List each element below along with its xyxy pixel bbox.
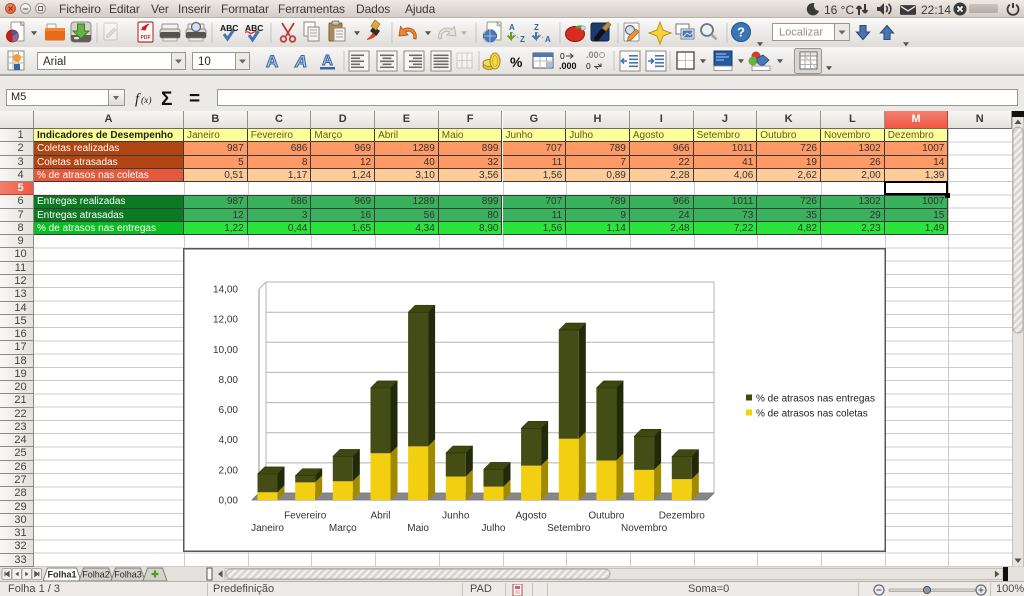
svg-text:Julho: Julho: [482, 523, 506, 534]
svg-text:6,00: 6,00: [219, 405, 239, 416]
svg-text:10: 10: [198, 56, 211, 68]
svg-text:0,00: 0,00: [219, 496, 239, 507]
svg-text:Setembro: Setembro: [547, 523, 591, 534]
svg-text:8,00: 8,00: [219, 375, 239, 386]
svg-text:% de atrasos nas coletas: % de atrasos nas coletas: [756, 409, 868, 420]
svg-text:A: A: [509, 23, 515, 32]
svg-text:12,00: 12,00: [213, 315, 238, 326]
svg-text:A: A: [294, 52, 307, 71]
svg-text:f: f: [135, 92, 141, 108]
svg-text:Fevereiro: Fevereiro: [284, 511, 327, 522]
svg-text:Folha1: Folha1: [47, 570, 76, 580]
svg-text:%: %: [510, 54, 523, 70]
svg-text:Dezembro: Dezembro: [659, 511, 706, 522]
svg-text:Outubro: Outubro: [588, 511, 625, 522]
svg-text:Σ: Σ: [161, 89, 172, 107]
svg-text:?: ?: [737, 25, 745, 40]
svg-text:Z: Z: [534, 23, 539, 32]
svg-text:0: 0: [560, 51, 565, 61]
svg-text:A: A: [322, 52, 333, 69]
svg-text:10,00: 10,00: [213, 345, 238, 356]
svg-text:A: A: [545, 35, 551, 44]
svg-text:PDF: PDF: [141, 35, 151, 41]
svg-text:Arial: Arial: [43, 56, 66, 68]
svg-text:0: 0: [586, 61, 591, 71]
svg-text:Maio: Maio: [407, 523, 429, 534]
svg-text:A: A: [266, 52, 278, 71]
svg-text:Janeiro: Janeiro: [251, 523, 284, 534]
svg-text:Z: Z: [520, 35, 525, 44]
svg-text:ABC: ABC: [245, 23, 263, 33]
svg-text:Junho: Junho: [442, 511, 470, 522]
svg-text:Folha3: Folha3: [114, 570, 142, 580]
svg-text:Agosto: Agosto: [516, 511, 548, 522]
svg-text:.000: .000: [559, 61, 577, 71]
svg-text:Novembro: Novembro: [621, 523, 668, 534]
svg-text:=: =: [189, 89, 200, 107]
svg-text:ABC: ABC: [220, 23, 238, 33]
svg-text:2,00: 2,00: [219, 465, 239, 476]
svg-text:Folha2: Folha2: [82, 570, 110, 580]
svg-text:4,00: 4,00: [219, 435, 239, 446]
svg-text:% de atrasos nas entregas: % de atrasos nas entregas: [756, 394, 875, 405]
svg-text:14,00: 14,00: [213, 285, 238, 296]
svg-text:Abril: Abril: [370, 511, 390, 522]
svg-text:.00: .00: [586, 50, 599, 60]
svg-text:Março: Março: [329, 523, 357, 534]
svg-text:Localizar: Localizar: [779, 27, 823, 39]
svg-text:(x): (x): [141, 95, 152, 106]
